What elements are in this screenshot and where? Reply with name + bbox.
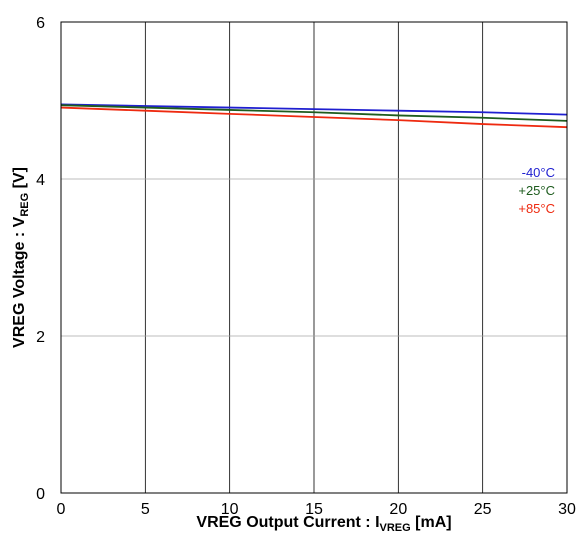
y-tick-label-6: 6 — [36, 15, 45, 32]
y-tick-label-0: 0 — [36, 486, 45, 503]
series-line-0 — [60, 103, 568, 116]
x-tick-label-30: 30 — [558, 501, 576, 518]
y-axis-title-main: VREG Voltage : V — [11, 216, 28, 348]
series-line-2 — [60, 106, 568, 129]
plot-frame — [60, 21, 568, 494]
series-layer — [60, 103, 568, 129]
x-axis-title: VREG Output Current : IVREG [mA] — [196, 514, 451, 534]
x-axis-title-sub: VREG — [380, 522, 411, 534]
legend-entry-1: +25°C — [518, 183, 555, 198]
x-tick-label-15: 15 — [305, 501, 323, 518]
y-tick-label-4: 4 — [36, 172, 45, 189]
x-axis-title-main: VREG Output Current : I — [196, 514, 379, 531]
legend-entry-0: -40°C — [522, 165, 555, 180]
x-tick-label-0: 0 — [57, 501, 66, 518]
x-tick-label-10: 10 — [221, 501, 239, 518]
x-tick-label-20: 20 — [389, 501, 407, 518]
series-line-1 — [60, 104, 568, 122]
y-axis-title-sub: REG — [19, 193, 31, 217]
y-axis-title: VREG Voltage : VREG [V] — [11, 167, 31, 348]
x-tick-label-5: 5 — [141, 501, 150, 518]
tick-layer: 0 5 10 15 20 25 30 0 2 4 6 — [36, 15, 576, 518]
legend-entry-2: +85°C — [518, 201, 555, 216]
y-tick-label-2: 2 — [36, 329, 45, 346]
x-tick-label-25: 25 — [474, 501, 492, 518]
x-axis-title-suffix: [mA] — [411, 514, 452, 531]
grid-layer — [61, 22, 567, 493]
y-axis-title-suffix: [V] — [11, 167, 28, 193]
legend-layer: -40°C +25°C +85°C — [518, 165, 555, 216]
